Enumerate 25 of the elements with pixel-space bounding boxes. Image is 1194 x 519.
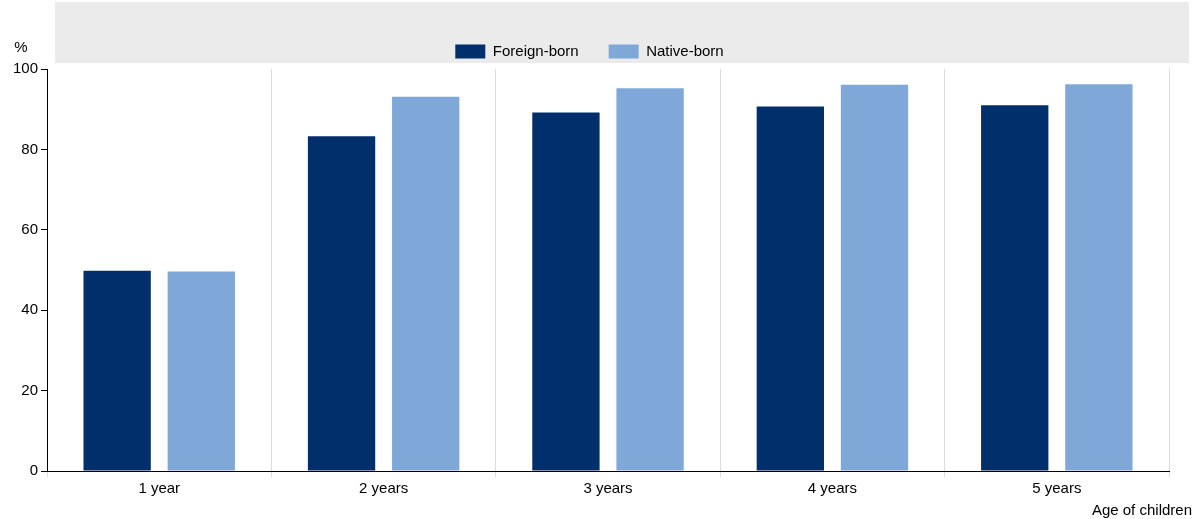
bar (392, 96, 460, 471)
y-tick-label: 20 (21, 380, 39, 398)
x-tick-label: 5 years (1032, 479, 1082, 497)
bar (307, 136, 376, 471)
bar (840, 84, 909, 471)
bar (616, 88, 684, 471)
bar (167, 271, 235, 471)
y-tick-label: 0 (29, 461, 39, 479)
legend-label: Foreign-born (492, 41, 579, 59)
bar (1065, 84, 1133, 471)
bar (532, 112, 600, 471)
y-tick-label: 80 (21, 139, 39, 157)
x-axis-title: Age of children (1091, 500, 1192, 518)
y-tick-label: 100 (13, 59, 39, 77)
y-axis-title: % (14, 37, 28, 55)
x-tick-label: 4 years (807, 479, 858, 497)
x-tick-label: 3 years (583, 479, 633, 497)
legend-label: Native-born (646, 41, 724, 59)
bar (981, 105, 1049, 471)
bar (83, 270, 151, 471)
x-tick-label: 1 year (138, 479, 181, 497)
y-tick-label: 40 (21, 300, 39, 318)
y-tick-label: 60 (21, 219, 39, 237)
x-tick-label: 2 years (359, 479, 409, 497)
bar (756, 106, 824, 471)
